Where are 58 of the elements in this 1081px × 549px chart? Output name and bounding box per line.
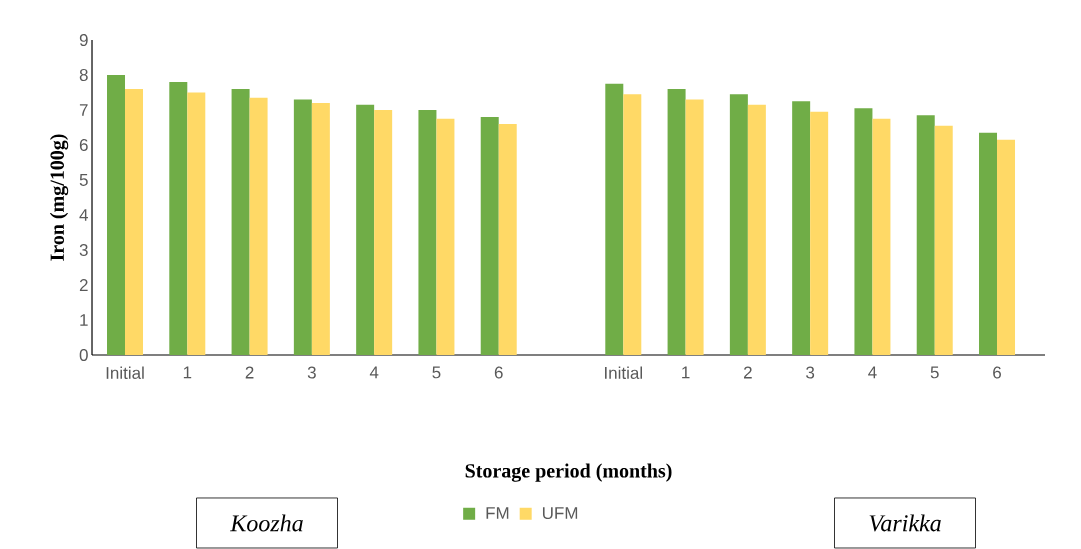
y-axis-title: Iron (mg/100g) (49, 134, 69, 261)
x-tick-label: Initial (605, 366, 642, 379)
bar (997, 139, 1016, 355)
bar (934, 125, 953, 355)
text: Koozha (230, 514, 303, 532)
x-axis-title: Storage period (months) (465, 463, 672, 482)
x-tick-label: 2 (245, 366, 254, 379)
bar (979, 132, 998, 355)
y-tick-label: 1 (80, 314, 88, 326)
x-tick-label: 3 (307, 366, 316, 379)
text: Varikka (869, 514, 941, 532)
bar (685, 99, 704, 355)
x-tick-label: 1 (183, 366, 192, 379)
y-tick-label: 7 (79, 104, 88, 116)
y-tick-label: 9 (79, 33, 88, 47)
x-tick-label: 6 (993, 366, 1001, 379)
bar (374, 109, 393, 355)
bar (418, 109, 437, 355)
legend-label: UFM (542, 507, 578, 520)
bar (854, 108, 873, 355)
bar (498, 123, 517, 355)
legend-label: FM (486, 507, 509, 519)
x-tick-label: 3 (806, 366, 815, 379)
y-tick-label: 0 (79, 348, 88, 362)
bar (810, 111, 829, 355)
bar (231, 88, 250, 355)
bar (169, 81, 188, 355)
x-tick-label: 4 (868, 366, 877, 379)
bar (667, 88, 686, 355)
bar (623, 94, 642, 355)
bar (916, 115, 935, 355)
bar (125, 88, 144, 355)
bar (480, 116, 499, 355)
x-tick-label: 5 (432, 366, 441, 379)
y-tick-label: 5 (79, 174, 88, 186)
bar (356, 104, 375, 355)
x-tick-label: 6 (494, 366, 503, 379)
bar (436, 118, 455, 355)
bar (187, 92, 206, 355)
x-tick-label: 4 (369, 366, 379, 379)
bar (747, 104, 766, 355)
bar (311, 102, 330, 355)
y-tick-label: 6 (79, 138, 88, 152)
bar (249, 97, 268, 355)
x-tick-label: 2 (744, 366, 752, 379)
y-tick-label: 4 (79, 209, 88, 221)
x-tick-label: Initial (106, 366, 144, 379)
y-tick-label: 8 (79, 68, 88, 82)
bar (872, 118, 891, 355)
y-tick-label: 3 (79, 243, 88, 257)
y-tick-label: 2 (79, 279, 88, 291)
x-tick-label: 1 (682, 366, 690, 379)
bar (605, 83, 624, 355)
bar (729, 94, 748, 355)
x-tick-label: 5 (930, 366, 939, 379)
bar (107, 74, 126, 355)
bar (792, 101, 811, 355)
bar (293, 99, 312, 355)
